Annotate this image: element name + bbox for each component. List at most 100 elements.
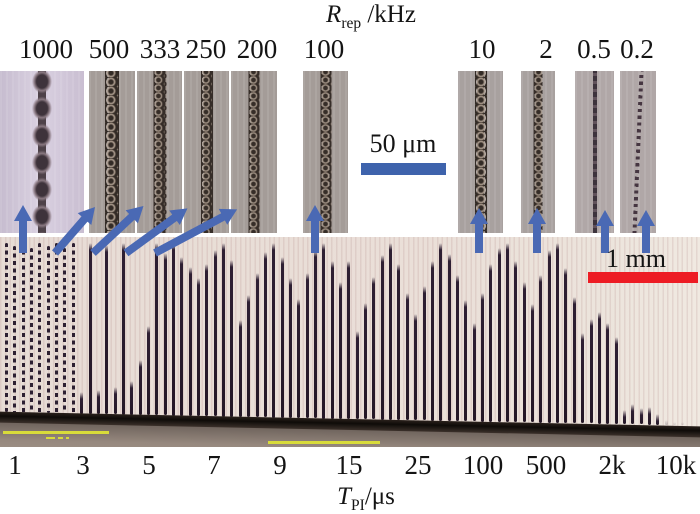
- panorama-line: [197, 277, 200, 417]
- pulse-interval-unit: /μs: [364, 483, 395, 510]
- panorama-line: [297, 299, 301, 418]
- pulse-interval-value: 100: [462, 450, 504, 480]
- panorama-line: [46, 246, 50, 414]
- panorama-line: [364, 302, 368, 420]
- panorama-line: [447, 253, 451, 421]
- panorama-line: [430, 260, 434, 421]
- panorama-line: [172, 243, 175, 416]
- panorama-line: [272, 243, 276, 418]
- panorama-line: [105, 244, 109, 415]
- panorama-line: [13, 246, 17, 413]
- panorama-line: [639, 408, 643, 425]
- panorama-line: [422, 285, 426, 421]
- micrograph-strip: [575, 71, 614, 233]
- laser-scribed-line: [105, 71, 119, 233]
- panorama-line: [547, 250, 551, 423]
- panorama-line: [80, 391, 84, 414]
- panorama-line: [96, 390, 100, 415]
- panorama-line: [55, 243, 59, 414]
- panorama-line: [88, 243, 92, 414]
- panorama-line: [589, 318, 593, 424]
- panorama-line: [5, 243, 8, 413]
- panorama-line: [339, 281, 342, 419]
- panorama-line: [322, 243, 326, 419]
- rep-rate-unit: /kHz: [361, 1, 416, 28]
- micrograph-strip: [184, 71, 229, 233]
- micrograph-strip: [89, 71, 135, 233]
- panorama-line: [230, 260, 234, 417]
- panorama-line: [414, 313, 418, 421]
- rep-rate-value: 500: [88, 34, 130, 64]
- pulse-interval-symbol: T: [337, 483, 352, 510]
- panorama-line: [71, 243, 75, 414]
- pulse-interval-value: 7: [207, 450, 221, 480]
- panorama-line: [288, 278, 292, 418]
- panorama-line: [522, 282, 526, 423]
- yellow-marker-left: [3, 431, 109, 434]
- panorama-line: [497, 248, 501, 422]
- panorama-line: [597, 311, 601, 424]
- micrograph-strip: [521, 71, 555, 233]
- rep-rate-value: 0.5: [577, 34, 611, 64]
- panorama-line: [614, 337, 618, 424]
- panorama-line: [213, 249, 217, 417]
- panorama-line: [146, 325, 150, 416]
- macro-scale-bar-icon: [588, 272, 698, 283]
- micrograph-strip: [458, 71, 503, 233]
- micrograph-strip: [620, 71, 656, 233]
- panorama-line: [263, 251, 267, 418]
- panorama-line: [180, 256, 184, 416]
- panorama-line: [673, 421, 676, 426]
- micrograph-strip: [0, 71, 84, 233]
- panorama-line: [205, 263, 209, 417]
- micro-scale-label: 50 μm: [369, 129, 437, 158]
- rep-rate-symbol: R: [326, 1, 342, 28]
- pulse-interval-value: 3: [76, 450, 90, 480]
- panorama-line: [255, 272, 259, 418]
- rep-rate-value: 2: [539, 34, 553, 64]
- panorama-line: [238, 319, 242, 417]
- panorama-line: [347, 260, 351, 419]
- micro-scale-bar-icon: [361, 163, 446, 175]
- panorama-line: [606, 322, 610, 424]
- rep-rate-value: 333: [139, 34, 181, 64]
- panorama-line: [21, 243, 25, 413]
- laser-scribed-line: [200, 71, 213, 233]
- yellow-tick-icon: [66, 437, 69, 439]
- panorama-line: [647, 406, 651, 425]
- panorama-line: [464, 300, 468, 422]
- panorama-line: [439, 243, 443, 421]
- pulse-interval-subscript: PI: [351, 497, 365, 514]
- pulse-interval-value: 25: [404, 450, 432, 480]
- rep-rate-value: 1000: [19, 34, 73, 64]
- panorama-line: [681, 421, 685, 426]
- panorama-line: [313, 250, 317, 419]
- panorama-line: [514, 260, 518, 423]
- panorama-line: [656, 413, 660, 425]
- panorama-line: [130, 380, 134, 415]
- panorama-line: [489, 264, 493, 422]
- panorama-line: [455, 275, 459, 421]
- panorama-line: [121, 243, 125, 415]
- laser-scribed-line: [153, 71, 166, 233]
- laser-scribed-line: [248, 71, 260, 233]
- yellow-marker-middle: [268, 441, 380, 444]
- micrograph-strip: [231, 71, 277, 233]
- rep-rate-value: 250: [185, 34, 227, 64]
- rep-rate-value: 100: [303, 34, 345, 64]
- pulse-interval-axis-title: TPI/μs: [337, 483, 395, 514]
- panorama-line: [664, 419, 668, 425]
- panorama-line: [222, 243, 226, 417]
- micrograph-strip: [137, 71, 182, 233]
- panorama-line: [539, 275, 543, 423]
- panorama-line: [531, 304, 534, 423]
- panorama-line: [389, 243, 393, 420]
- sample-panorama: [0, 237, 700, 447]
- rep-rate-axis-title: Rrep /kHz: [326, 1, 416, 33]
- panorama-line: [631, 404, 635, 425]
- rep-rate-subscript: rep: [341, 15, 362, 32]
- panorama-line: [155, 243, 159, 416]
- panorama-line: [247, 295, 251, 417]
- panorama-line: [397, 264, 401, 420]
- pulse-interval-value: 15: [335, 450, 363, 480]
